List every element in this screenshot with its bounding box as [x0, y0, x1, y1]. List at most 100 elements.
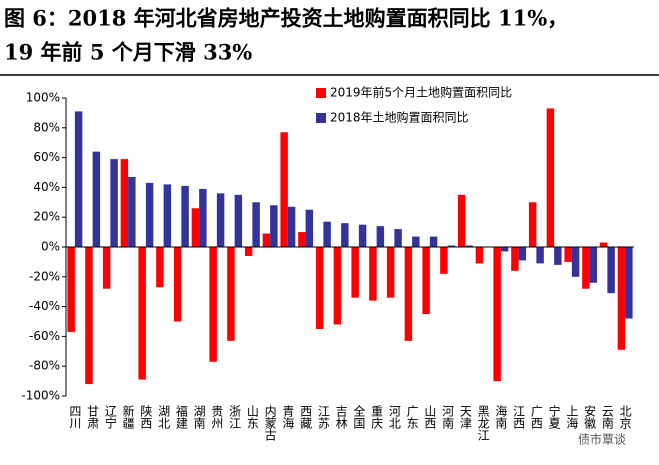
x-tick-label: 贵州	[210, 405, 224, 429]
y-tick-label: 40%	[33, 180, 60, 194]
bar	[617, 247, 626, 350]
legend-label: 2019年前5个月土地购置面积同比	[330, 85, 512, 100]
x-tick-label: 河南	[441, 405, 455, 429]
y-tick-label: -100%	[21, 389, 60, 403]
bar	[369, 247, 377, 301]
bar	[191, 208, 200, 247]
bar	[67, 247, 75, 332]
bar	[298, 232, 306, 247]
bar	[518, 247, 527, 261]
x-tick-label: 湖南	[192, 404, 206, 429]
y-tick-label: -80%	[29, 359, 60, 373]
x-tick-label: 黑龙江	[476, 405, 490, 441]
y-tick-label: 100%	[26, 91, 60, 105]
bar	[181, 185, 189, 247]
x-tick-label: 江西	[512, 405, 526, 429]
chart-subtitle: 19 年前 5 个月下滑 33%	[4, 40, 252, 65]
bar	[323, 221, 331, 247]
bar	[429, 236, 438, 247]
bar	[376, 226, 385, 247]
bar	[386, 247, 395, 298]
bar	[120, 159, 129, 247]
bar	[333, 247, 342, 325]
x-tick-label: 广东	[405, 405, 419, 429]
x-tick-label: 全国	[352, 404, 366, 429]
bar	[92, 151, 101, 247]
bar	[457, 194, 466, 247]
bar	[554, 247, 562, 265]
x-tick-label: 甘肃	[86, 405, 100, 430]
watermark: 债市覃谈	[578, 432, 626, 447]
bar	[465, 245, 473, 247]
bar	[493, 247, 501, 382]
y-tick-label: 60%	[33, 150, 60, 164]
x-tick-label: 内蒙古	[263, 405, 277, 441]
bar	[447, 245, 456, 247]
x-tick-label: 河北	[387, 405, 401, 430]
y-tick-label: 20%	[33, 210, 60, 224]
chart-title: 图 6：2018 年河北省房地产投资土地购置面积同比 11%，	[4, 6, 568, 31]
bar	[262, 233, 271, 247]
bar	[163, 184, 172, 247]
bar	[394, 229, 402, 247]
x-tick-label: 山西	[423, 405, 437, 429]
x-tick-label: 湖北	[157, 404, 171, 430]
legend-swatch	[316, 88, 326, 98]
bar	[582, 247, 590, 289]
x-tick-label: 重庆	[370, 405, 384, 429]
bar	[234, 194, 243, 247]
x-tick-label: 陕西	[139, 404, 153, 429]
bar	[145, 182, 154, 247]
bar	[546, 108, 555, 248]
bar	[607, 247, 615, 294]
bar	[412, 236, 420, 247]
bar	[511, 247, 519, 271]
bar	[500, 247, 509, 252]
x-tick-label: 江苏	[316, 405, 330, 429]
bar	[564, 247, 572, 262]
bar	[287, 206, 296, 247]
bar	[252, 202, 260, 247]
bar	[138, 247, 146, 380]
x-tick-label: 天津	[458, 405, 472, 429]
bar	[341, 223, 349, 247]
x-tick-label: 安徽	[583, 404, 597, 429]
y-tick-label: 0%	[41, 240, 60, 254]
y-tick-label: -40%	[29, 299, 60, 313]
bar	[280, 132, 288, 247]
legend-label: 2018年土地购置面积同比	[330, 110, 469, 125]
x-tick-label: 西藏	[299, 405, 313, 430]
bar	[305, 209, 314, 247]
bar	[358, 224, 367, 247]
y-tick-label: 80%	[33, 120, 60, 134]
bar	[625, 247, 633, 319]
x-tick-label: 宁夏	[547, 404, 561, 429]
bar	[315, 247, 324, 329]
y-tick-label: -20%	[29, 269, 60, 283]
bar	[156, 247, 164, 288]
x-tick-label: 山东	[245, 405, 259, 429]
bar	[536, 247, 544, 264]
bar	[85, 247, 93, 385]
x-tick-label: 青海	[281, 405, 295, 429]
bar	[351, 247, 359, 298]
bar	[199, 188, 207, 247]
bar	[270, 205, 278, 247]
bar	[128, 176, 136, 247]
bar	[216, 193, 225, 247]
bar	[173, 247, 182, 322]
x-tick-label: 北京	[618, 405, 632, 430]
bar	[74, 111, 83, 247]
bar	[209, 247, 217, 362]
bar	[475, 247, 484, 264]
bar	[404, 247, 413, 341]
x-tick-label: 吉林	[334, 405, 348, 429]
bar	[440, 247, 448, 274]
x-tick-label: 新疆	[121, 404, 135, 429]
x-tick-label: 浙江	[228, 405, 242, 429]
bar	[589, 247, 598, 283]
bar	[102, 247, 111, 289]
bar	[599, 242, 608, 247]
bar	[110, 159, 118, 247]
x-tick-label: 福建	[174, 404, 188, 430]
